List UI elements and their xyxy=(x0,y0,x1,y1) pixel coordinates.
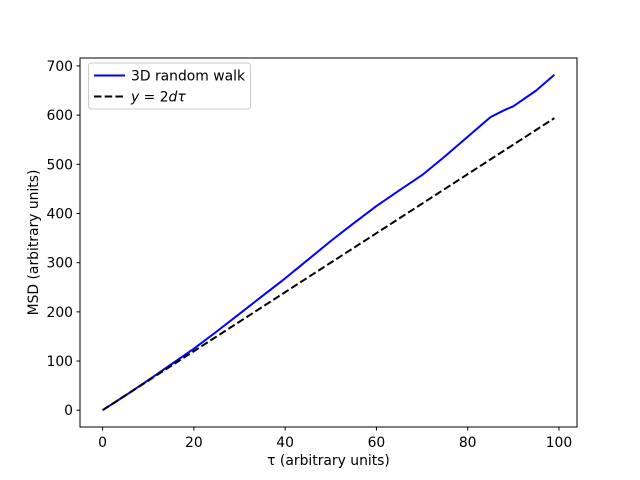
y-axis-label: MSD (arbitrary units) xyxy=(26,170,42,316)
x-tick-label: 40 xyxy=(276,435,294,451)
axes-spines xyxy=(79,57,578,428)
y-tick-label: 600 xyxy=(46,108,73,124)
legend-box xyxy=(88,62,251,110)
plot-area-border xyxy=(79,57,578,428)
legend-label: 3D random walk xyxy=(131,69,245,85)
x-axis-label: τ (arbitrary units) xyxy=(267,453,390,469)
y-tick-label: 700 xyxy=(46,59,73,75)
x-tick-label: 60 xyxy=(368,435,386,451)
y-axis-ticks: 0 100 200 300 400 500 600 700 xyxy=(46,59,80,419)
x-tick-label: 20 xyxy=(185,435,203,451)
series-line-y-2d- xyxy=(102,117,555,412)
x-tick-label: 100 xyxy=(546,435,573,451)
series-layer xyxy=(102,74,556,412)
legend: 3D random walk y = 2dτ xyxy=(88,62,251,110)
x-tick-label: 80 xyxy=(459,435,477,451)
legend-label: y = 2dτ xyxy=(130,90,186,106)
y-tick-label: 300 xyxy=(46,256,73,272)
x-tick-label: 0 xyxy=(98,435,107,451)
y-tick-label: 400 xyxy=(46,206,73,222)
series-line-3d-random-walk xyxy=(102,74,556,412)
y-tick-label: 0 xyxy=(64,403,73,419)
y-tick-label: 500 xyxy=(46,157,73,173)
y-tick-label: 200 xyxy=(46,305,73,321)
y-tick-label: 100 xyxy=(46,354,73,370)
x-axis-ticks: 0 20 40 60 80 100 xyxy=(98,427,572,451)
